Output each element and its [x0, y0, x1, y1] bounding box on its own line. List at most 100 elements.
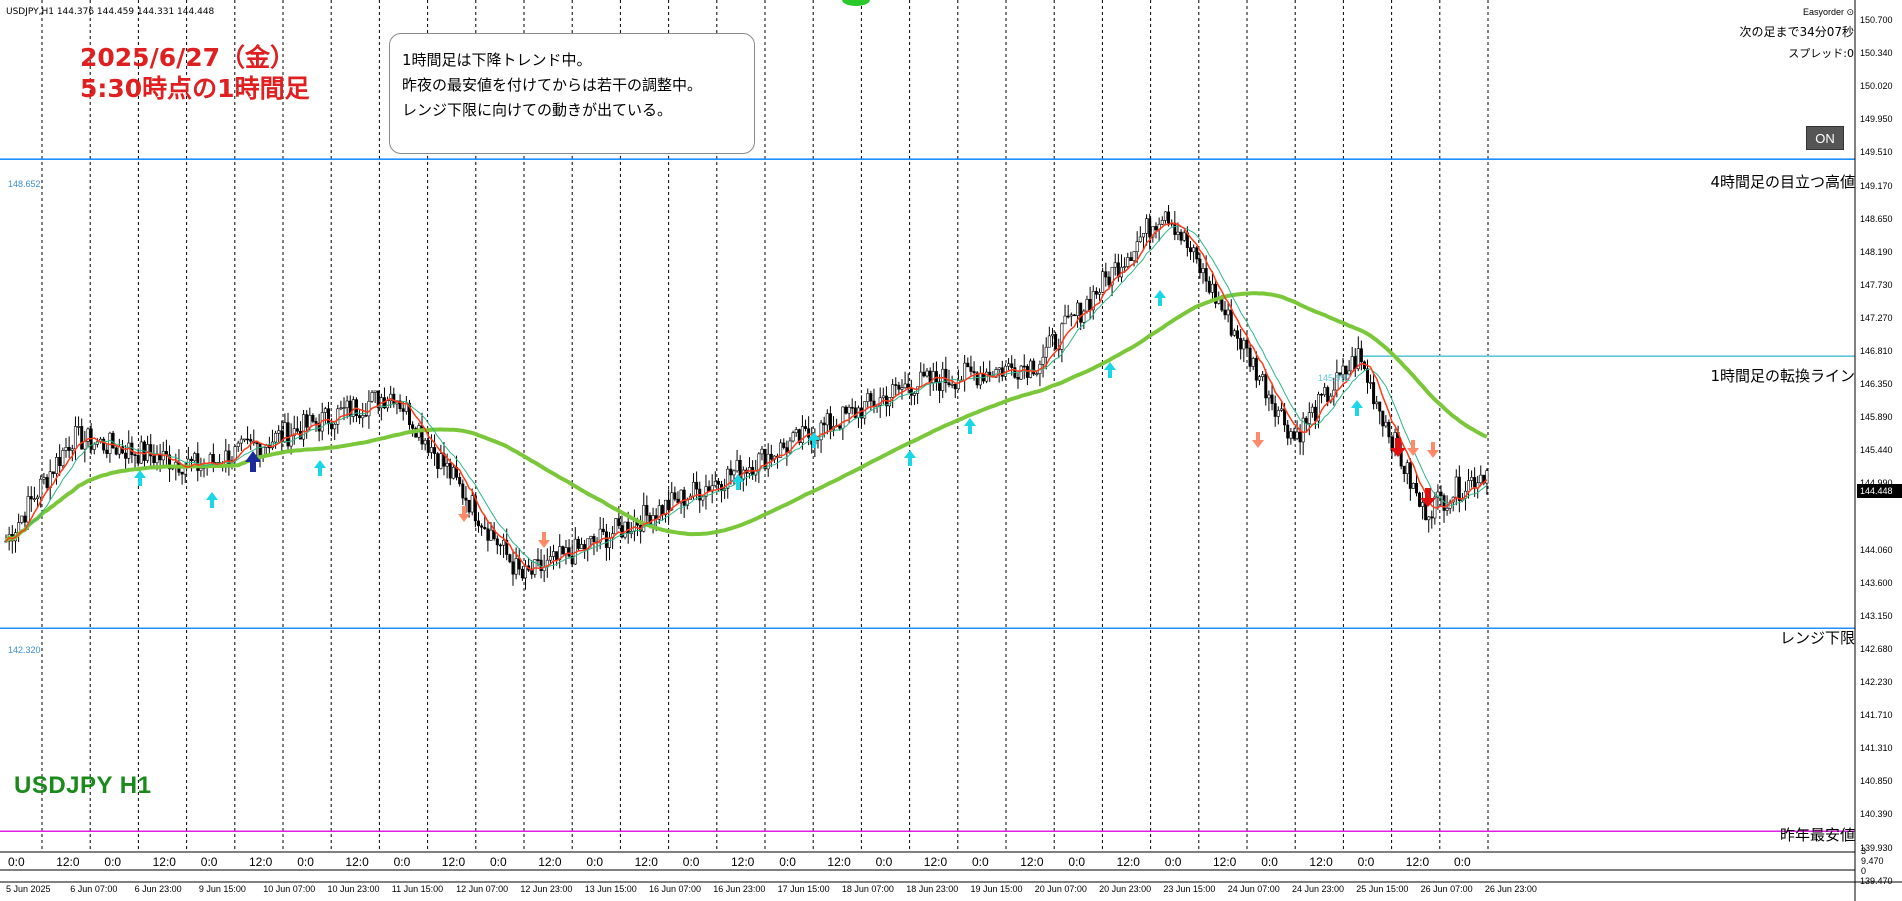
- candle-body: [336, 408, 340, 425]
- candle-body: [1148, 218, 1152, 238]
- date-title: 2025/6/27（金） 5:30時点の1時間足: [80, 42, 310, 104]
- sell-arrow-icon: [1407, 440, 1419, 456]
- candle-body: [1298, 431, 1302, 443]
- candle-body: [330, 423, 334, 430]
- candle-body: [726, 468, 730, 489]
- candle-body: [1276, 410, 1280, 417]
- current-price-tag: 144.448: [1857, 484, 1902, 498]
- candle-body: [1289, 431, 1293, 439]
- time-axis-top-label: 0:0: [779, 855, 796, 869]
- candle-body: [822, 422, 826, 426]
- candle-body: [111, 432, 115, 449]
- candle-body: [1292, 431, 1296, 439]
- horizontal-lines[interactable]: [0, 158, 1855, 833]
- candle-body: [423, 440, 427, 445]
- price-axis-label: 149.170: [1860, 180, 1893, 191]
- analysis-note: 1時間足は下降トレンド中。 昨夜の最安値を付けてからは若干の調整中。 レンジ下限…: [389, 33, 755, 154]
- candle-body: [1054, 334, 1058, 350]
- sell-arrow-icon: [1427, 442, 1439, 458]
- candle-body: [1442, 495, 1446, 511]
- price-axis-label: 141.710: [1860, 710, 1893, 721]
- candle-body: [1007, 363, 1011, 367]
- sell-arrow-icon: [458, 506, 470, 522]
- candle-body: [894, 384, 898, 386]
- price-axis-label: 144.990: [1860, 478, 1893, 488]
- candle-body: [642, 505, 646, 532]
- price-axis-label: 145.890: [1860, 412, 1893, 423]
- candle-body: [729, 468, 733, 476]
- time-axis-bottom-label: 6 Jun 23:00: [134, 884, 182, 894]
- price-axis-label: 143.600: [1860, 577, 1893, 588]
- candle-body: [389, 393, 393, 402]
- price-axis-label: 150.020: [1860, 81, 1893, 92]
- time-axis-top-label: 0:0: [8, 855, 25, 869]
- candle-body: [364, 415, 368, 417]
- candle-body: [1439, 491, 1443, 496]
- candle-body: [657, 505, 661, 520]
- candle-body: [386, 400, 390, 409]
- time-axis-top-label: 12:0: [731, 855, 755, 869]
- candle-body: [292, 428, 296, 437]
- candle-body: [199, 468, 203, 471]
- candle-body: [1188, 247, 1192, 253]
- time-axis-bottom-label: 10 Jun 07:00: [263, 884, 316, 894]
- candle-body: [367, 400, 371, 417]
- candle-body: [1182, 232, 1186, 241]
- candle-body: [667, 499, 671, 511]
- candle-body: [342, 407, 346, 409]
- candle-body: [130, 442, 134, 455]
- candle-body: [333, 424, 337, 430]
- candle-body: [358, 415, 362, 419]
- price-axis-label: 147.730: [1860, 279, 1893, 290]
- candle-body: [1138, 236, 1142, 242]
- candle-body: [1356, 348, 1360, 370]
- symbol-label: USDJPY H1: [14, 772, 152, 799]
- candle-body: [255, 442, 259, 445]
- time-axis-bottom-label: 23 Jun 15:00: [1163, 884, 1216, 894]
- price-axis-label: 140.850: [1860, 776, 1893, 787]
- price-axis-label: 144.060: [1860, 544, 1893, 555]
- hline-price-turn: 145.992: [1318, 373, 1351, 383]
- price-axis-label: 145.440: [1860, 445, 1893, 456]
- hline-price-range-low: 142.320: [8, 645, 41, 655]
- time-axis-top-label: 12:0: [1405, 855, 1430, 869]
- candle-body: [1201, 268, 1205, 274]
- candle-body: [673, 492, 677, 500]
- time-axis-bottom-label: 20 Jun 23:00: [1099, 884, 1152, 894]
- candle-body: [1025, 365, 1029, 378]
- time-axis-bottom-label: 12 Jun 07:00: [456, 884, 509, 894]
- candle-body: [1257, 376, 1261, 381]
- candle-body: [451, 467, 455, 479]
- time-axis-top-label: 0:0: [1068, 855, 1086, 869]
- candle-body: [127, 442, 131, 459]
- candle-body: [713, 481, 717, 486]
- candle-body: [308, 414, 312, 428]
- candle-body: [735, 460, 739, 472]
- candle-body: [114, 447, 118, 455]
- candle-body: [682, 489, 686, 506]
- on-button[interactable]: ON: [1806, 126, 1844, 150]
- hline-label-turn: 1時間足の転換ライン: [1710, 367, 1855, 385]
- candle-body: [1254, 358, 1258, 381]
- candle-body: [483, 526, 487, 530]
- candle-body: [623, 521, 627, 538]
- buy-arrow-icon: [1104, 362, 1116, 378]
- candle-body: [1151, 226, 1155, 238]
- candle-body: [1192, 247, 1196, 253]
- candle-body: [881, 395, 885, 399]
- candle-body: [1035, 373, 1039, 376]
- candle-body: [1479, 474, 1483, 484]
- time-axis-bottom-label: 5 Jun 2025: [6, 884, 51, 894]
- candle-body: [1066, 315, 1070, 318]
- candle-body: [1113, 262, 1117, 268]
- candle-body: [495, 538, 499, 546]
- candle-body: [660, 505, 664, 516]
- candle-body: [1041, 356, 1045, 365]
- candle-body: [120, 446, 124, 454]
- candle-body: [433, 447, 437, 454]
- candle-body: [1270, 394, 1274, 404]
- candle-body: [1110, 266, 1114, 286]
- candle-body: [502, 539, 506, 546]
- candle-body: [807, 428, 811, 438]
